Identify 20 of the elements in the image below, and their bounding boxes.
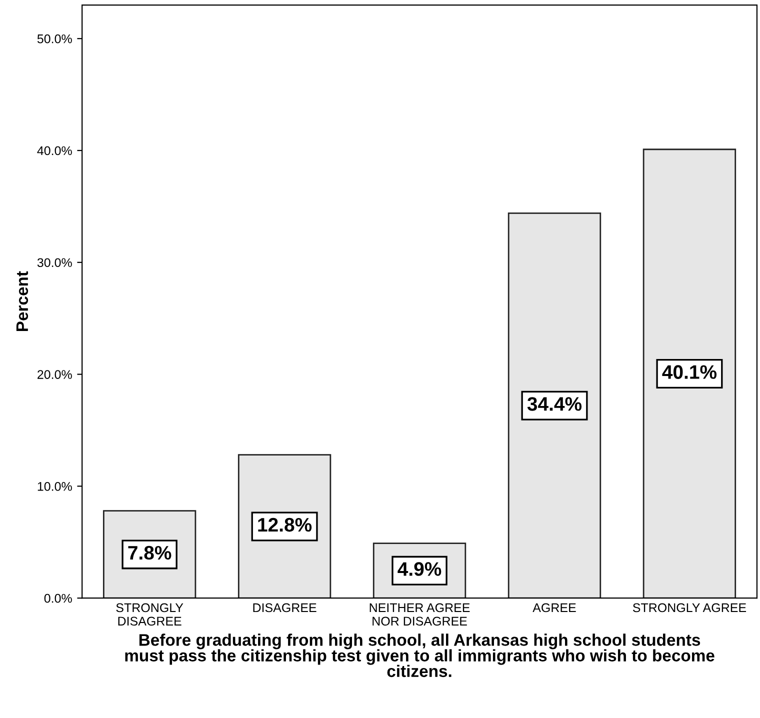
x-axis-title: Before graduating from high school, all Arkansas high school students must pass the citizenship test given to all immigrants who wish to become citizens. [125,634,714,678]
data-label: 7.8% [128,546,172,560]
y-tick-label: 30.0% [37,258,72,268]
bar [642,148,736,598]
y-axis-title: Percent [16,271,28,332]
x-tick-label: AGREE [532,603,576,612]
data-label: 12.8% [258,518,312,532]
x-tick-label: STRONGLY DISAGREE [116,603,184,626]
x-tick-label: STRONGLY AGREE [632,603,746,612]
y-tick-label: 50.0% [37,34,72,44]
y-tick-label: 40.0% [37,146,72,156]
x-tick-label: NEITHER AGREE NOR DISAGREE [370,603,470,626]
data-label: 40.1% [662,365,717,379]
data-label: 4.9% [398,562,442,576]
x-tick-label: DISAGREE [253,603,316,612]
y-tick-label: 20.0% [38,370,72,379]
y-tick-label: 0.0% [44,594,72,603]
y-tick-label: 10.0% [38,482,72,491]
bar [508,212,602,598]
data-label: 34.4% [527,397,582,411]
